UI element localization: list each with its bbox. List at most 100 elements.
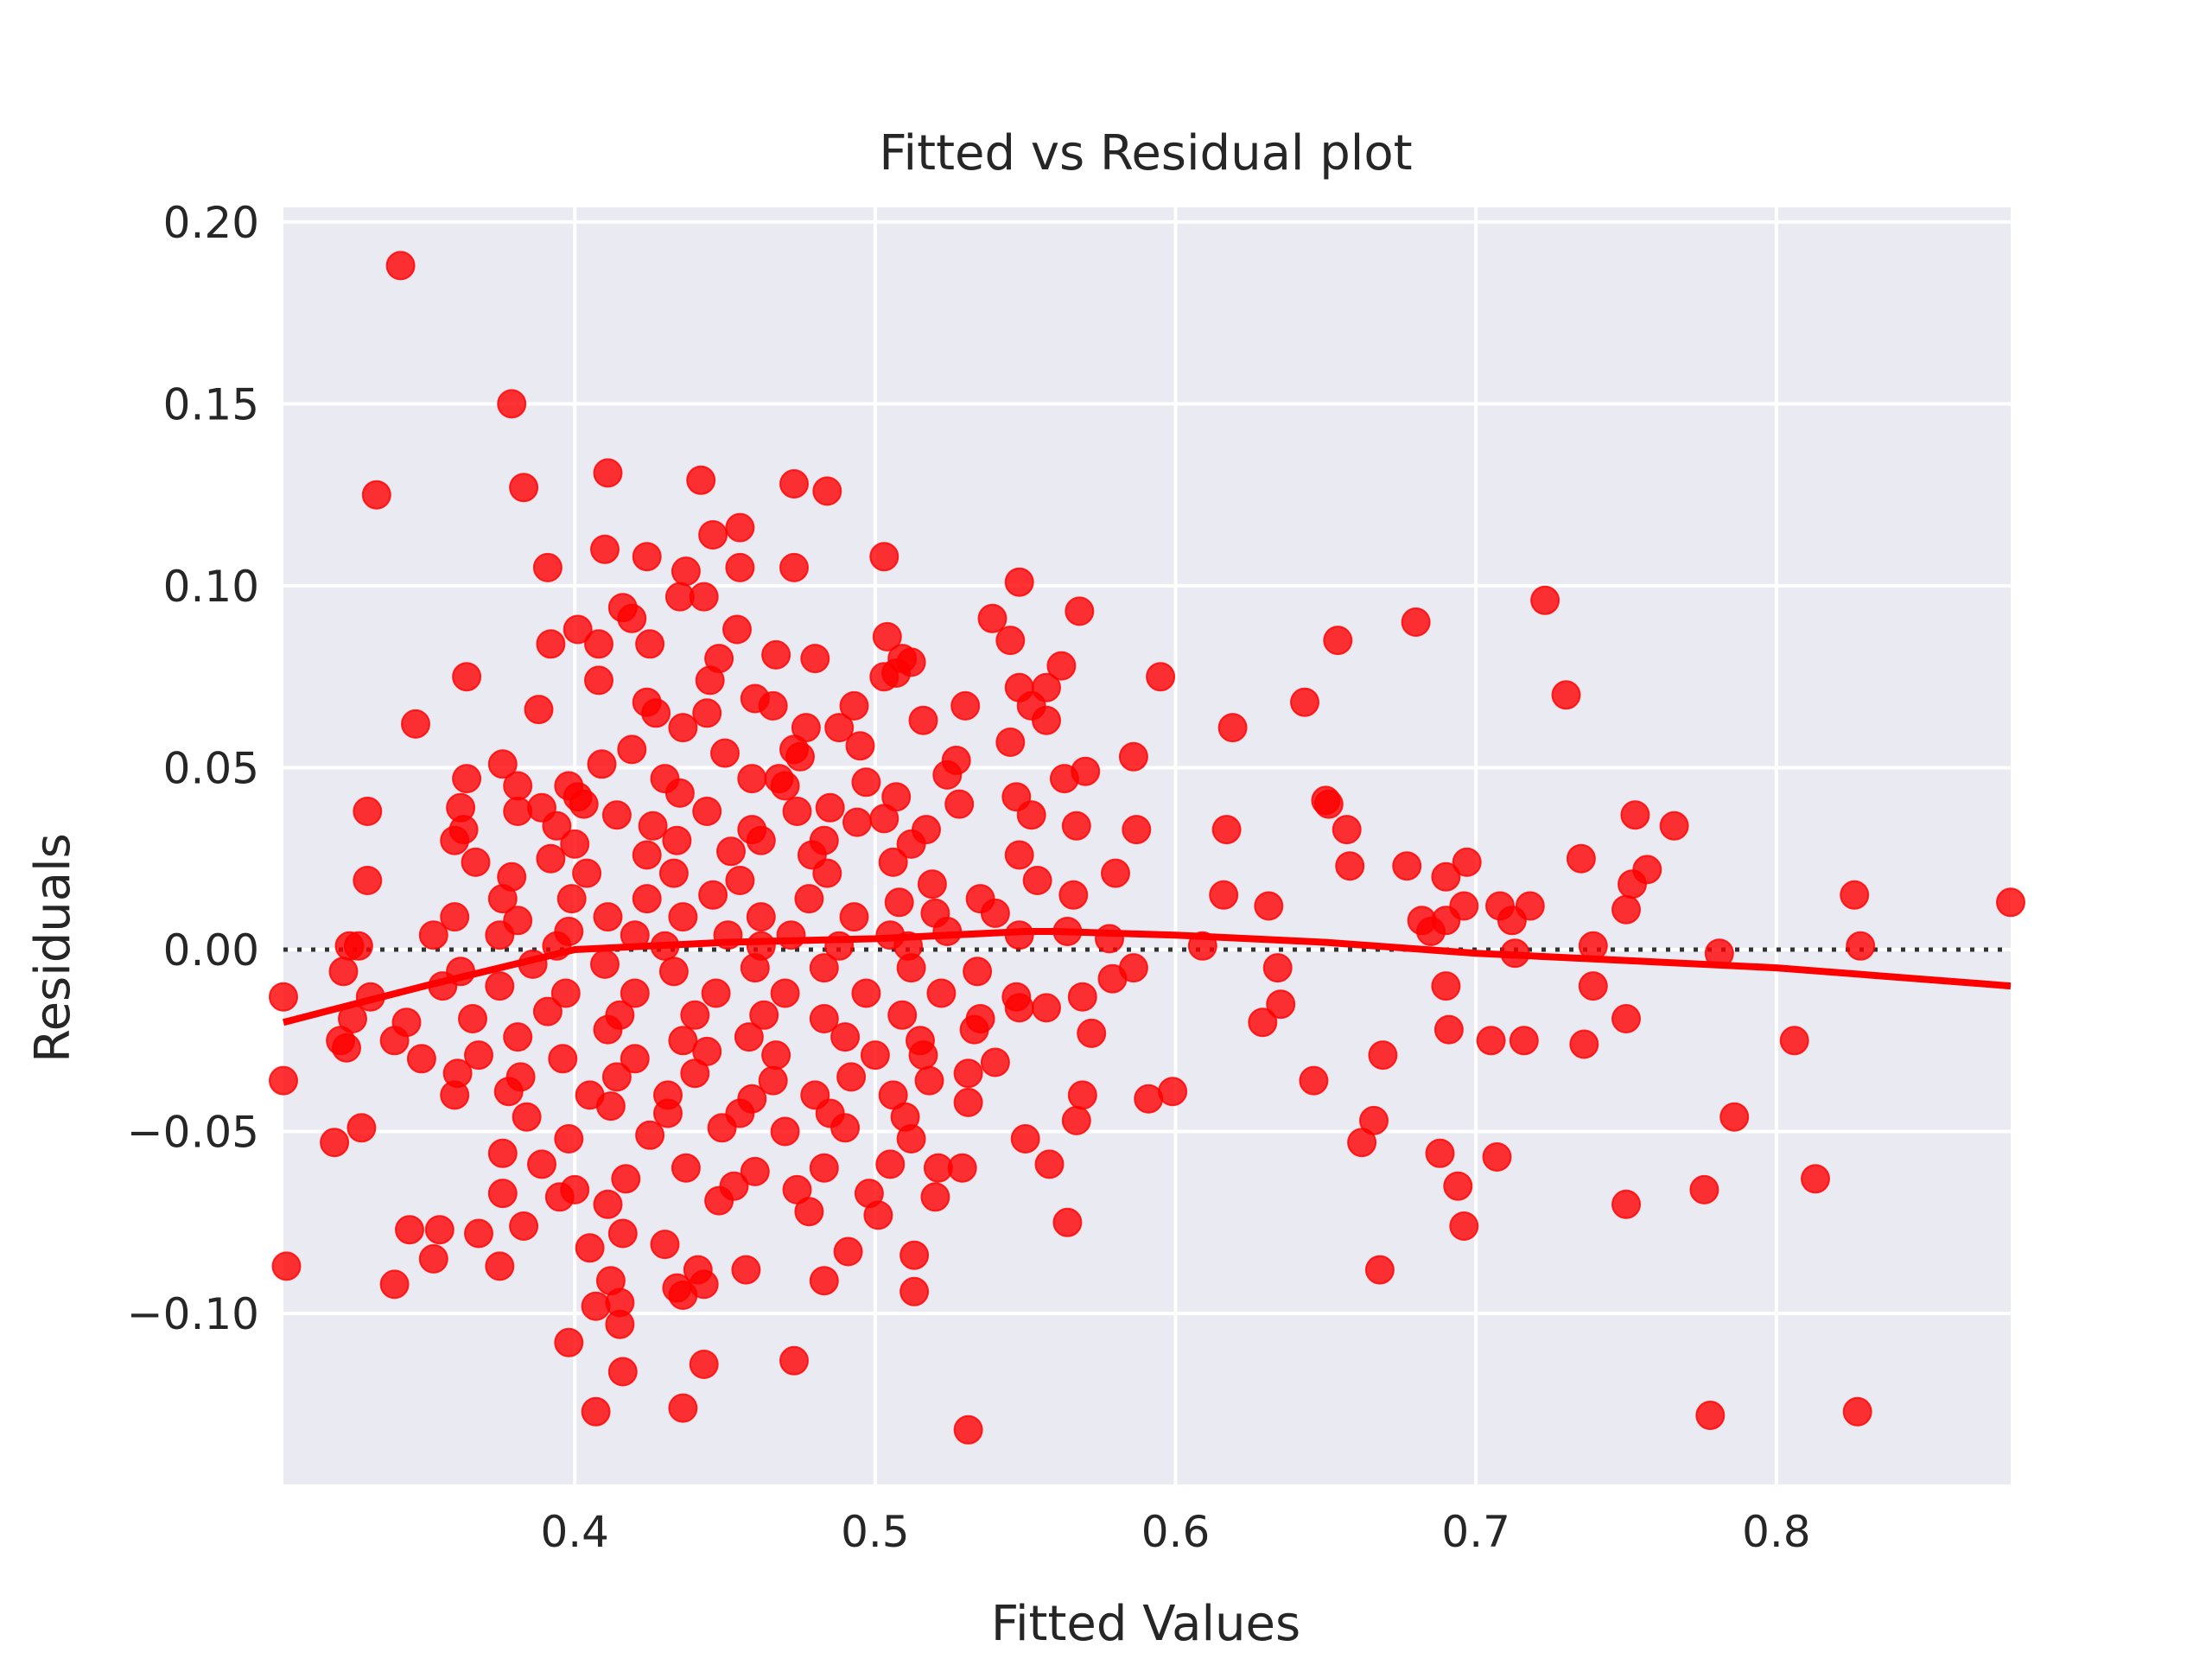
data-point [680, 1058, 710, 1089]
data-point [746, 825, 776, 855]
data-point [896, 829, 926, 859]
data-point [896, 1124, 926, 1154]
data-point [461, 847, 491, 877]
data-point [424, 1215, 454, 1245]
data-point [689, 1350, 719, 1379]
data-point [487, 1179, 518, 1209]
data-point [1067, 1080, 1097, 1110]
data-point [833, 1236, 863, 1267]
data-point [1801, 1164, 1830, 1194]
data-point [452, 764, 482, 794]
data-point [761, 639, 791, 670]
data-point [707, 1113, 737, 1143]
data-point [1067, 982, 1097, 1012]
data-point [1046, 651, 1077, 681]
data-point [587, 749, 617, 779]
data-point [671, 1153, 701, 1183]
data-point [980, 898, 1010, 928]
data-point [851, 767, 881, 798]
data-point [1449, 1211, 1479, 1241]
data-point [464, 1218, 493, 1249]
data-point [395, 1215, 424, 1245]
data-point [554, 1327, 584, 1357]
data-point [746, 902, 776, 932]
data-point [1313, 789, 1344, 819]
y-tick-label: 0.10 [163, 562, 259, 612]
data-point [632, 884, 662, 914]
data-point [785, 741, 815, 772]
data-point [658, 957, 689, 987]
data-point [869, 804, 899, 834]
data-point [770, 771, 800, 801]
data-point [527, 1149, 556, 1179]
data-point [487, 1138, 518, 1168]
data-point [554, 1124, 584, 1154]
data-point [1401, 607, 1431, 637]
data-point [1611, 1004, 1641, 1033]
data-point [668, 713, 698, 743]
data-point [361, 480, 391, 510]
data-point [815, 792, 845, 823]
data-point [1032, 705, 1061, 735]
data-point [881, 658, 912, 688]
y-axis-ticks: 0.20 0.15 0.10 0.05 0.00 −0.05 −0.10 [127, 198, 259, 1339]
data-point [1611, 894, 1641, 925]
data-point [800, 644, 830, 674]
data-point [716, 836, 746, 867]
data-point [947, 1153, 977, 1183]
data-point [485, 971, 515, 1001]
data-point [995, 626, 1026, 656]
data-point [635, 629, 665, 659]
data-point [569, 789, 599, 819]
y-tick-label: 0.15 [163, 379, 259, 429]
data-point [851, 978, 881, 1008]
data-point [1122, 815, 1152, 845]
data-point [548, 1044, 578, 1074]
data-point [692, 698, 722, 728]
data-point [1211, 815, 1242, 845]
data-point [1004, 840, 1034, 870]
data-point [1262, 953, 1293, 983]
data-point [809, 1004, 839, 1033]
data-point [1618, 869, 1647, 899]
data-point [725, 552, 755, 582]
data-point [650, 1230, 680, 1260]
data-point [1392, 851, 1422, 881]
data-point [839, 902, 869, 932]
data-point [740, 953, 770, 983]
data-point [953, 1414, 983, 1445]
data-point [1209, 880, 1239, 910]
data-point [542, 810, 572, 841]
data-point [509, 1211, 539, 1241]
data-point [584, 629, 613, 659]
data-point [452, 662, 482, 692]
data-point [761, 1040, 791, 1071]
plot-area [283, 207, 2011, 1484]
data-point [1364, 1255, 1395, 1285]
data-point [782, 797, 812, 826]
data-point [1061, 810, 1091, 841]
data-point [593, 458, 623, 488]
y-axis-label: Residuals [25, 833, 81, 1063]
data-point [560, 829, 590, 859]
data-point [1368, 1040, 1398, 1071]
data-point [963, 957, 993, 987]
data-point [1004, 567, 1034, 597]
data-point [593, 1014, 623, 1045]
data-point [1443, 1171, 1473, 1201]
data-point [701, 978, 731, 1008]
data-point [346, 1113, 377, 1143]
data-point [1779, 1026, 1809, 1056]
data-point [944, 789, 975, 819]
chart-title: Fitted vs Residual plot [879, 125, 1412, 181]
data-point [758, 690, 788, 721]
x-tick-label: 0.7 [1441, 1507, 1510, 1557]
data-point [1118, 741, 1148, 772]
data-point [725, 512, 755, 543]
data-point [532, 552, 563, 582]
data-point [809, 1266, 839, 1296]
data-point [740, 1156, 770, 1186]
data-point [572, 858, 602, 888]
data-point [1416, 917, 1446, 946]
data-point [379, 1026, 410, 1056]
